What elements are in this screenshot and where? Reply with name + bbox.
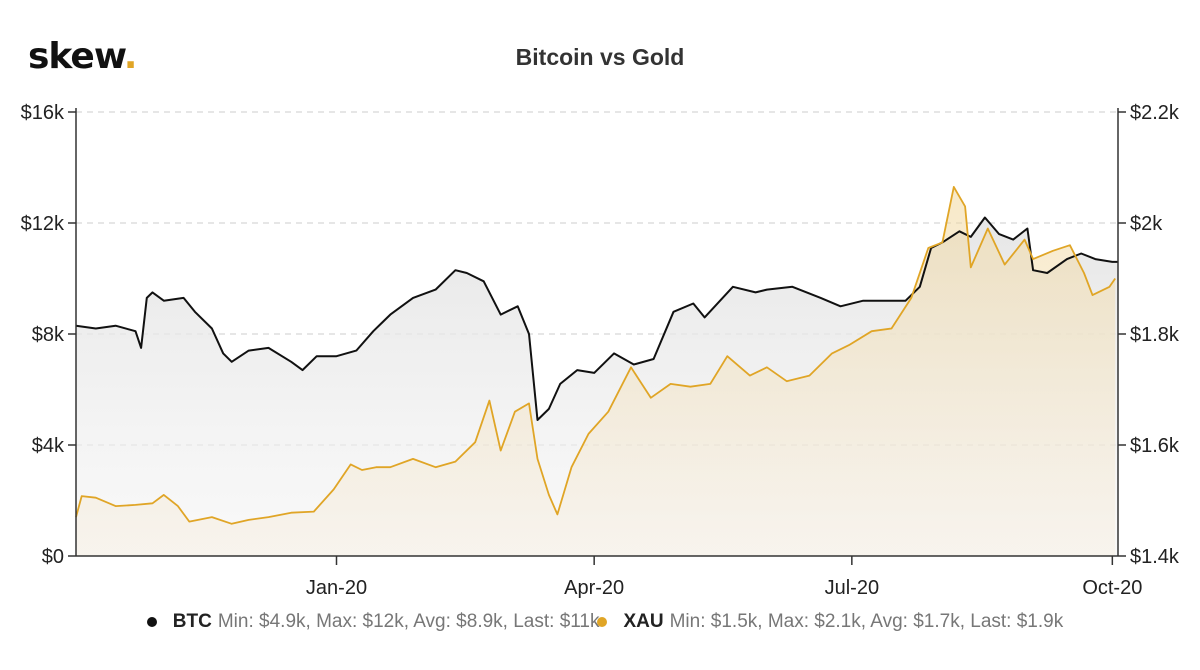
y-left-tick-label: $4k <box>32 435 65 457</box>
y-left-tick-label: $8k <box>32 324 65 346</box>
y-left-tick-label: $0 <box>42 546 64 568</box>
x-tick-label: Apr-20 <box>564 577 624 599</box>
legend-name-xau: XAU <box>623 611 664 632</box>
y-left-tick-label: $16k <box>21 102 65 124</box>
area-xau <box>76 186 1116 556</box>
legend-name-btc: BTC <box>172 611 212 632</box>
legend-item-xau[interactable]: XAU Min: $1.5k, Max: $2.1k, Avg: $1.7k, … <box>587 611 1063 633</box>
x-tick-label: Oct-20 <box>1082 577 1142 599</box>
legend: BTC Min: $4.9k, Max: $12k, Avg: $8.9k, L… <box>0 611 1200 633</box>
series-line-btc <box>75 216 1118 421</box>
y-right-tick-label: $2.2k <box>1130 102 1180 124</box>
legend-stats-xau: Min: $1.5k, Max: $2.1k, Avg: $1.7k, Last… <box>669 611 1064 632</box>
legend-stats-btc: Min: $4.9k, Max: $12k, Avg: $8.9k, Last:… <box>217 611 600 632</box>
y-left-tick-label: $12k <box>21 213 65 235</box>
y-right-tick-label: $1.4k <box>1130 546 1180 568</box>
series-line-xau <box>75 186 1116 525</box>
legend-item-btc[interactable]: BTC Min: $4.9k, Max: $12k, Avg: $8.9k, L… <box>137 611 600 633</box>
chart-title: Bitcoin vs Gold <box>515 44 685 70</box>
x-tick-label: Jan-20 <box>306 577 367 599</box>
legend-marker-btc <box>146 617 157 627</box>
y-right-tick-label: $1.8k <box>1130 324 1180 346</box>
skew-logo: skew. <box>28 36 137 77</box>
legend-marker-xau <box>597 617 608 627</box>
y-right-tick-label: $1.6k <box>1130 435 1180 457</box>
x-tick-label: Jul-20 <box>825 577 879 599</box>
y-right-tick-label: $2k <box>1130 213 1163 235</box>
